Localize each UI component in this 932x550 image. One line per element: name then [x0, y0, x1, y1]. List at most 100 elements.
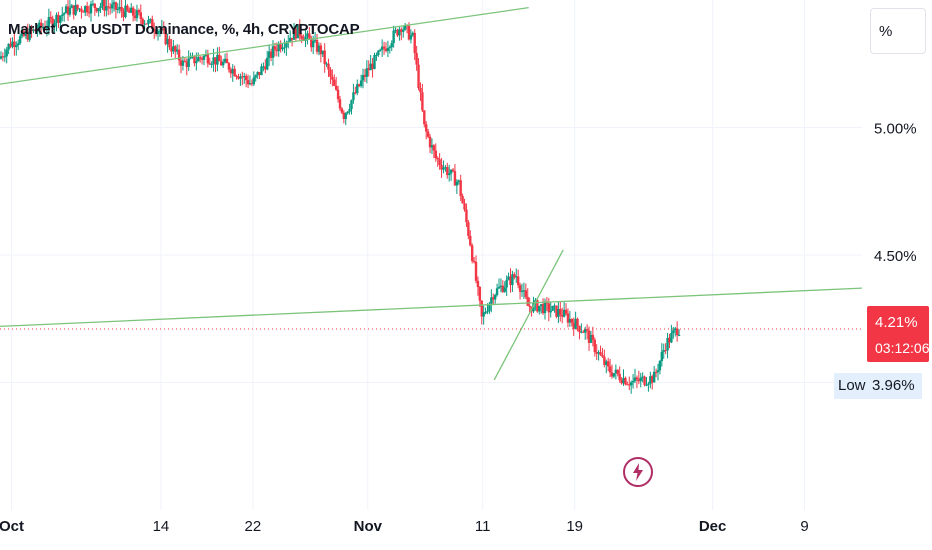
- candle-body: [578, 325, 581, 333]
- candle-body: [453, 171, 457, 186]
- candle-body: [310, 38, 313, 48]
- candle-body: [677, 334, 681, 336]
- candle-body: [135, 10, 139, 19]
- candle-body: [76, 4, 79, 9]
- candle-body: [518, 285, 522, 292]
- candle-body: [541, 304, 545, 314]
- candle-body: [379, 49, 382, 51]
- candle-body: [409, 35, 413, 40]
- candle-body: [511, 274, 514, 285]
- candle-body: [74, 4, 77, 15]
- candle-body: [363, 74, 367, 77]
- candle-body: [377, 50, 380, 56]
- candle-body: [20, 31, 24, 37]
- candle-body: [99, 6, 102, 9]
- candle-body: [200, 58, 204, 60]
- candle-body: [549, 310, 552, 313]
- candle-body: [553, 305, 556, 307]
- candle-body: [524, 290, 528, 297]
- candle-body: [16, 43, 20, 46]
- candle-body: [154, 31, 158, 35]
- candle-body: [515, 276, 518, 278]
- candle-body: [216, 54, 219, 65]
- x-tick-label: Dec: [699, 518, 727, 535]
- candle-body: [620, 380, 623, 384]
- candle-body: [283, 47, 286, 49]
- candle-body: [423, 110, 426, 125]
- candle-body: [402, 29, 405, 32]
- candle-body: [354, 92, 357, 94]
- candle-body: [526, 296, 529, 306]
- candle-body: [112, 2, 116, 5]
- candle-body: [639, 377, 642, 382]
- candle-body: [321, 50, 324, 55]
- lightning-icon[interactable]: [622, 456, 654, 488]
- candle-body: [672, 330, 675, 334]
- candle-body: [108, 7, 112, 9]
- candle-body: [442, 167, 445, 170]
- x-tick-label: 22: [245, 518, 262, 535]
- candle-body: [49, 16, 52, 19]
- candle-body: [585, 329, 589, 331]
- candle-body: [584, 329, 587, 333]
- candle-body: [256, 71, 259, 76]
- trendline: [0, 287, 863, 328]
- candle-body: [595, 351, 598, 354]
- candle-body: [618, 373, 621, 381]
- candle-body: [509, 276, 512, 285]
- candle-body: [304, 36, 307, 41]
- x-tick-label: Oct: [0, 518, 24, 535]
- candle-body: [110, 4, 114, 9]
- candle-body: [664, 350, 667, 352]
- candle-body: [126, 5, 129, 11]
- candle-body: [103, 0, 106, 11]
- candle-body: [375, 55, 378, 57]
- candle-body: [559, 308, 562, 315]
- candle-body: [68, 7, 72, 15]
- candle-body: [486, 311, 489, 313]
- candle-body: [43, 27, 47, 29]
- candle-body: [329, 69, 332, 77]
- candle-body: [572, 322, 575, 329]
- x-tick-label: 11: [475, 518, 491, 535]
- candle-body: [162, 28, 165, 31]
- candle-body: [185, 61, 188, 68]
- candle-body: [608, 366, 612, 373]
- candle-body: [275, 49, 278, 52]
- candle-body: [352, 92, 355, 101]
- candle-body: [15, 45, 18, 48]
- candle-body: [476, 280, 480, 288]
- candle-body: [507, 276, 510, 280]
- candle-body: [296, 24, 300, 39]
- candle-body: [451, 169, 455, 172]
- candle-body: [315, 39, 319, 52]
- candle-body: [384, 48, 388, 52]
- candle-body: [78, 8, 81, 10]
- candle-body: [637, 379, 641, 382]
- candle-body: [587, 330, 591, 343]
- candle-body: [490, 297, 493, 304]
- unit-toggle-button[interactable]: %: [870, 8, 926, 54]
- candle-body: [306, 33, 309, 37]
- candle-body: [124, 5, 127, 18]
- candle-body: [367, 68, 370, 71]
- candle-body: [492, 297, 495, 300]
- candle-body: [478, 287, 482, 301]
- candle-body: [38, 22, 41, 31]
- candle-body: [193, 55, 196, 64]
- candle-body: [137, 10, 141, 13]
- candle-body: [436, 158, 439, 160]
- candle-body: [417, 64, 420, 89]
- candle-body: [231, 68, 234, 74]
- candle-body: [39, 22, 43, 28]
- candle-body: [438, 159, 441, 165]
- candle-body: [308, 33, 311, 39]
- candle-body: [348, 109, 351, 112]
- candle-body: [327, 63, 330, 70]
- candle-body: [59, 16, 62, 23]
- candle-body: [647, 383, 650, 385]
- candle-body: [198, 57, 202, 59]
- candle-body: [342, 112, 346, 119]
- candle-body: [444, 167, 447, 169]
